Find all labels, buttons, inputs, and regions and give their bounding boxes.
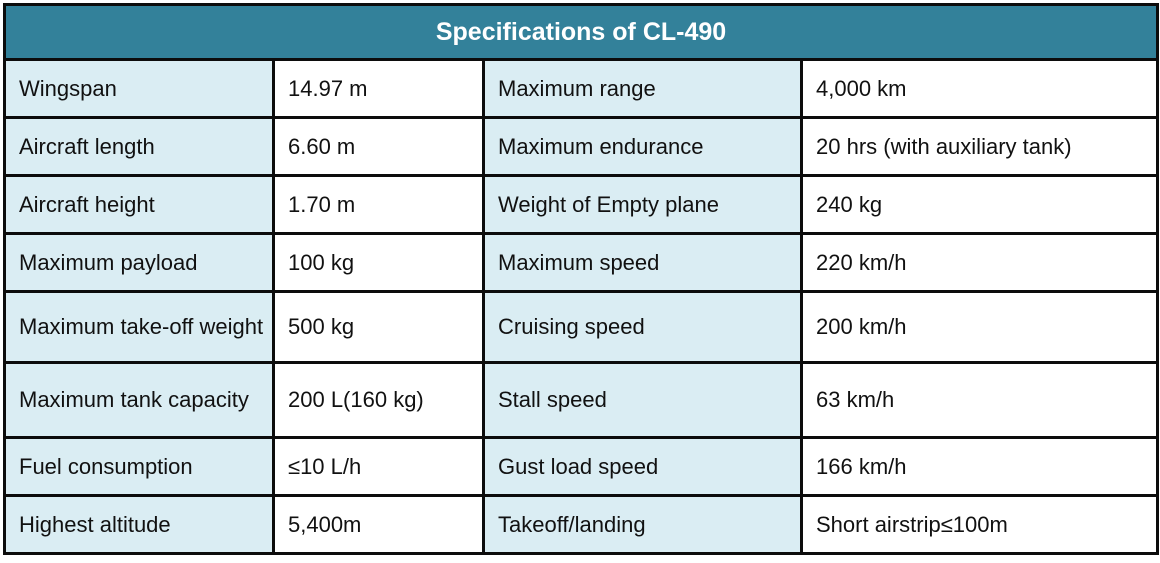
- table-row: Wingspan 14.97 m Maximum range 4,000 km: [3, 58, 1160, 119]
- spec-value: 63 km/h: [799, 361, 1160, 439]
- spec-label: Wingspan: [3, 58, 275, 119]
- table-row: Aircraft length 6.60 m Maximum endurance…: [3, 116, 1160, 177]
- spec-table-container: Specifications of CL-490 Wingspan 14.97 …: [2, 3, 1160, 555]
- spec-label: Cruising speed: [482, 290, 803, 364]
- spec-value: 166 km/h: [799, 436, 1160, 497]
- spec-value: ≤10 L/h: [272, 436, 485, 497]
- table-row: Highest altitude 5,400m Takeoff/landing …: [3, 494, 1160, 555]
- spec-value: 500 kg: [272, 290, 485, 364]
- spec-label: Fuel consumption: [3, 436, 275, 497]
- spec-label: Aircraft length: [3, 116, 275, 177]
- spec-value: 100 kg: [272, 232, 485, 293]
- spec-label: Weight of Empty plane: [482, 174, 803, 235]
- table-row: Aircraft height 1.70 m Weight of Empty p…: [3, 174, 1160, 235]
- table-title: Specifications of CL-490: [2, 3, 1160, 61]
- table-row: Maximum payload 100 kg Maximum speed 220…: [3, 232, 1160, 293]
- spec-value: 220 km/h: [799, 232, 1160, 293]
- spec-label: Aircraft height: [3, 174, 275, 235]
- spec-value: 4,000 km: [799, 58, 1160, 119]
- spec-label: Takeoff/landing: [482, 494, 803, 555]
- table-row: Maximum tank capacity 200 L(160 kg) Stal…: [3, 361, 1160, 439]
- spec-value: 5,400m: [272, 494, 485, 555]
- spec-label: Maximum tank capacity: [3, 361, 275, 439]
- spec-label: Stall speed: [482, 361, 803, 439]
- spec-value: Short airstrip≤100m: [799, 494, 1160, 555]
- spec-value: 1.70 m: [272, 174, 485, 235]
- spec-label: Gust load speed: [482, 436, 803, 497]
- spec-value: 200 km/h: [799, 290, 1160, 364]
- spec-label: Maximum speed: [482, 232, 803, 293]
- spec-value: 20 hrs (with auxiliary tank): [799, 116, 1160, 177]
- spec-label: Highest altitude: [3, 494, 275, 555]
- spec-value: 14.97 m: [272, 58, 485, 119]
- spec-table: Specifications of CL-490 Wingspan 14.97 …: [2, 3, 1160, 555]
- spec-label: Maximum take-off weight: [3, 290, 275, 364]
- table-row: Fuel consumption ≤10 L/h Gust load speed…: [3, 436, 1160, 497]
- spec-value: 6.60 m: [272, 116, 485, 177]
- table-row: Maximum take-off weight 500 kg Cruising …: [3, 290, 1160, 364]
- spec-value: 240 kg: [799, 174, 1160, 235]
- spec-label: Maximum endurance: [482, 116, 803, 177]
- spec-value: 200 L(160 kg): [272, 361, 485, 439]
- spec-label: Maximum range: [482, 58, 803, 119]
- spec-label: Maximum payload: [3, 232, 275, 293]
